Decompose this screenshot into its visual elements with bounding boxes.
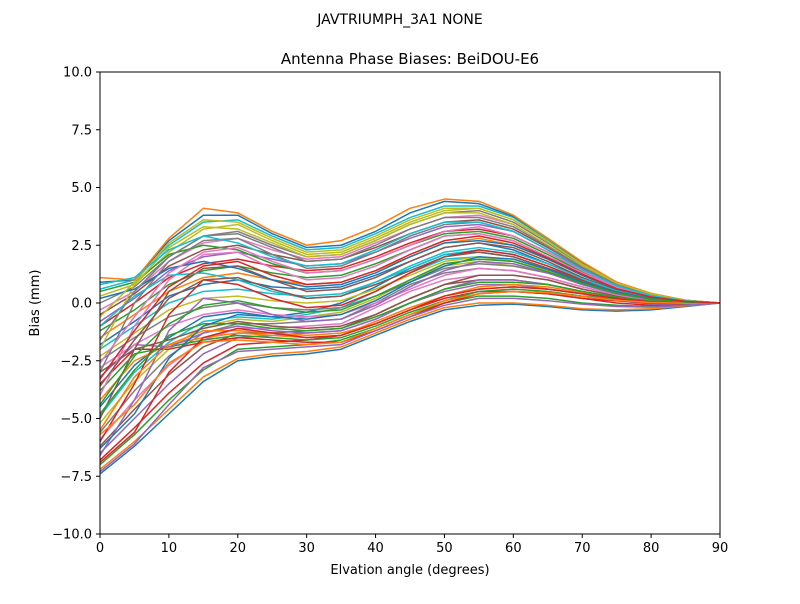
x-tick-label: 40 bbox=[367, 541, 384, 556]
series-line-2 bbox=[99, 302, 721, 470]
y-tick-label: 10.0 bbox=[63, 66, 92, 81]
series-line-47 bbox=[99, 226, 721, 364]
series-line-16 bbox=[99, 274, 720, 373]
series-line-53 bbox=[99, 258, 721, 406]
y-tick-label: 5.0 bbox=[71, 181, 92, 196]
y-tick-label: −5.0 bbox=[60, 412, 92, 427]
series-line-49 bbox=[99, 207, 721, 318]
x-tick-label: 20 bbox=[230, 541, 247, 556]
series-line-44 bbox=[99, 286, 720, 463]
series-line-40 bbox=[99, 246, 721, 327]
y-ticks: −10.0 −7.5 −5.0 −2.5 0.0 2.5 5.0 7.5 10.0 bbox=[52, 66, 100, 543]
x-tick-label: 30 bbox=[298, 541, 315, 556]
series-line-17 bbox=[99, 267, 721, 369]
x-axis-label: Elvation angle (degrees) bbox=[330, 563, 489, 578]
y-tick-label: 2.5 bbox=[71, 239, 92, 254]
series-line-52 bbox=[99, 290, 721, 436]
chart-title: Antenna Phase Biases: BeiDOU-E6 bbox=[281, 50, 539, 68]
figure-suptitle: JAVTRIUMPH_3A1 NONE bbox=[316, 12, 483, 28]
y-tick-label: 0.0 bbox=[71, 297, 92, 312]
series-layer bbox=[99, 198, 721, 475]
y-axis-label: Bias (mm) bbox=[28, 270, 43, 337]
series-line-1 bbox=[99, 302, 721, 475]
series-line-45 bbox=[99, 297, 721, 473]
series-line-50 bbox=[99, 221, 721, 304]
x-tick-label: 60 bbox=[505, 541, 522, 556]
y-tick-label: −7.5 bbox=[60, 470, 92, 485]
x-tick-label: 10 bbox=[161, 541, 178, 556]
series-line-43 bbox=[99, 281, 721, 415]
y-tick-label: −2.5 bbox=[60, 354, 92, 369]
x-tick-label: 70 bbox=[574, 541, 591, 556]
x-tick-label: 80 bbox=[643, 541, 660, 556]
series-line-32 bbox=[99, 198, 721, 304]
y-tick-label: −10.0 bbox=[52, 528, 92, 543]
x-tick-label: 50 bbox=[436, 541, 453, 556]
x-tick-label: 90 bbox=[712, 541, 729, 556]
series-line-54 bbox=[99, 235, 721, 380]
x-ticks: 0 10 20 30 40 50 60 70 80 90 bbox=[96, 534, 728, 556]
x-tick-label: 0 bbox=[96, 541, 104, 556]
y-tick-label: 7.5 bbox=[71, 123, 92, 138]
